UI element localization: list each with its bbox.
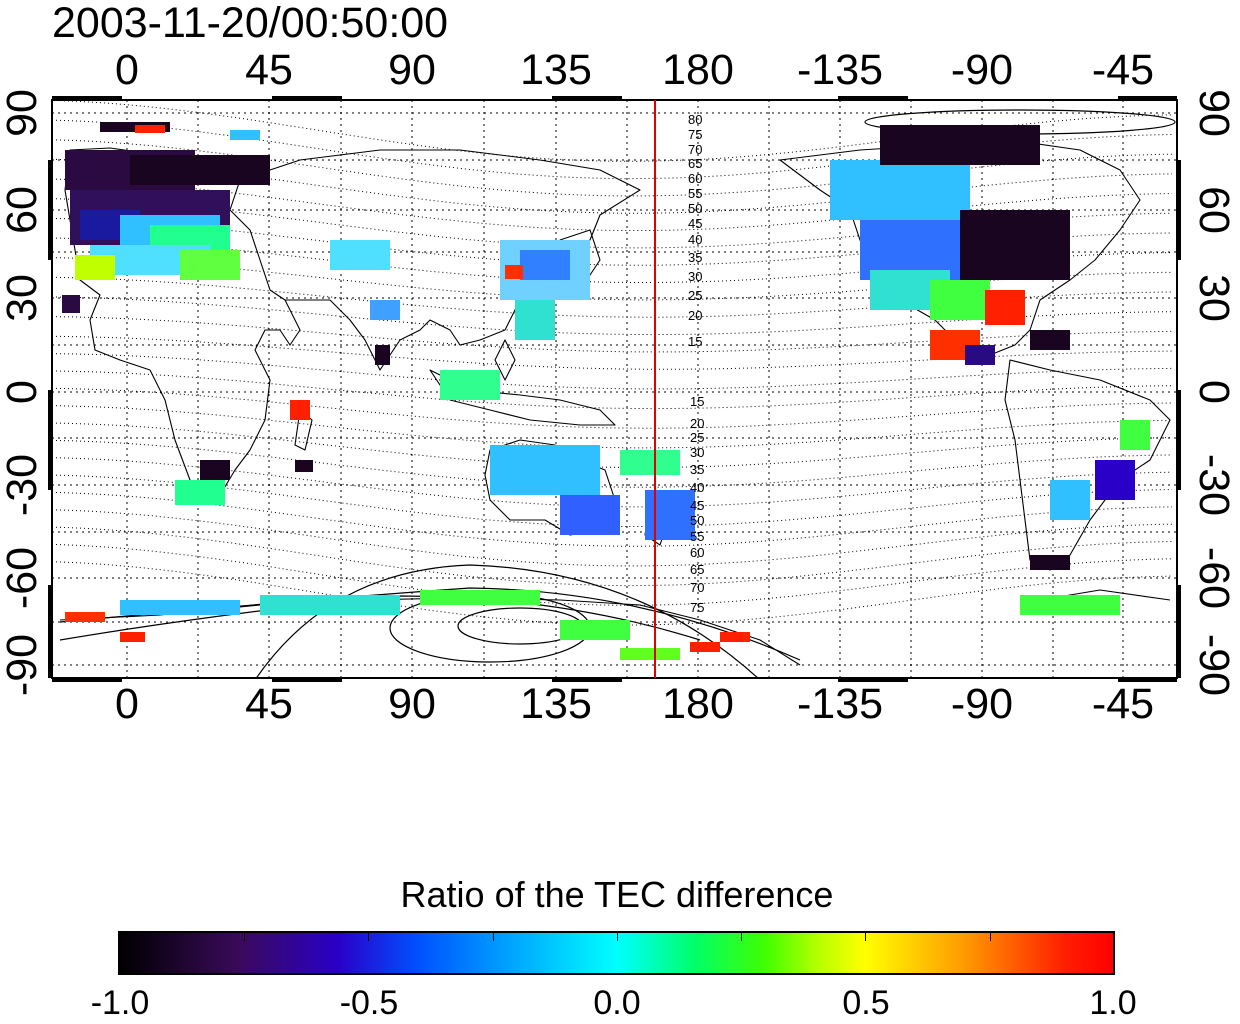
- contour-label: 60: [690, 545, 704, 560]
- contour-label: 80: [688, 112, 702, 127]
- contour-label: 35: [688, 250, 702, 265]
- contour-label: 60: [688, 171, 702, 186]
- contour-label: 75: [690, 600, 704, 615]
- contour-label: 25: [690, 430, 704, 445]
- colorbar-tick: -1.0: [90, 984, 150, 1022]
- contour-label: 70: [688, 142, 702, 157]
- contour-label: 20: [688, 308, 702, 323]
- tec-data-patches: [62, 122, 1150, 660]
- contour-label: 30: [690, 445, 704, 460]
- contour-label: 20: [690, 416, 704, 431]
- contour-label: 55: [690, 529, 704, 544]
- lon-tick-top: 180: [662, 46, 734, 94]
- lon-tick-top: 90: [388, 46, 436, 94]
- colorbar-title: Ratio of the TEC difference: [400, 874, 834, 915]
- lon-tick-top: -135: [796, 46, 884, 94]
- lon-tick-bottom: 180: [662, 680, 734, 728]
- contour-label: 35: [690, 462, 704, 477]
- colorbar-tick: 0.5: [842, 984, 890, 1022]
- contour-label: 65: [690, 562, 704, 577]
- timestamp-title: 2003-11-20/00:50:00: [52, 0, 449, 47]
- lon-tick-bottom: 90: [388, 680, 436, 728]
- contour-label: 25: [688, 288, 702, 303]
- lon-tick-top: 45: [245, 46, 293, 94]
- lon-tick-bottom: 0: [115, 680, 139, 728]
- contour-label: 75: [688, 127, 702, 142]
- contour-label: 50: [690, 513, 704, 528]
- lon-tick-bottom: -90: [950, 680, 1014, 728]
- contour-label: 40: [688, 232, 702, 247]
- contour-label: 15: [688, 334, 702, 349]
- contour-label: 15: [690, 394, 704, 409]
- tec-map: 8075706560555045403530252015152025303540…: [48, 96, 1181, 682]
- map-frame: [51, 99, 1178, 679]
- lon-tick-top: -45: [1091, 46, 1155, 94]
- colorbar: [118, 931, 1115, 975]
- contour-label: 55: [688, 186, 702, 201]
- lon-tick-bottom: 135: [520, 680, 592, 728]
- contour-labels: 8075706560555045403530252015152025303540…: [688, 112, 704, 615]
- contour-label: 45: [690, 498, 704, 513]
- contour-label: 30: [688, 269, 702, 284]
- lon-tick-top: -90: [950, 46, 1014, 94]
- lon-tick-bottom: -135: [796, 680, 884, 728]
- frame-ticks: [48, 96, 1181, 682]
- contour-label: 45: [688, 216, 702, 231]
- lon-tick-bottom: -45: [1091, 680, 1155, 728]
- colorbar-tick: -0.5: [339, 984, 399, 1022]
- lon-tick-top: 0: [115, 46, 139, 94]
- colorbar-tick: 0.0: [593, 984, 641, 1022]
- contour-label: 50: [688, 201, 702, 216]
- colorbar-tick: 1.0: [1089, 984, 1137, 1022]
- contour-label: 40: [690, 480, 704, 495]
- contour-label: 70: [690, 580, 704, 595]
- lon-tick-bottom: 45: [245, 680, 293, 728]
- contour-label: 65: [688, 156, 702, 171]
- lon-tick-top: 135: [520, 46, 592, 94]
